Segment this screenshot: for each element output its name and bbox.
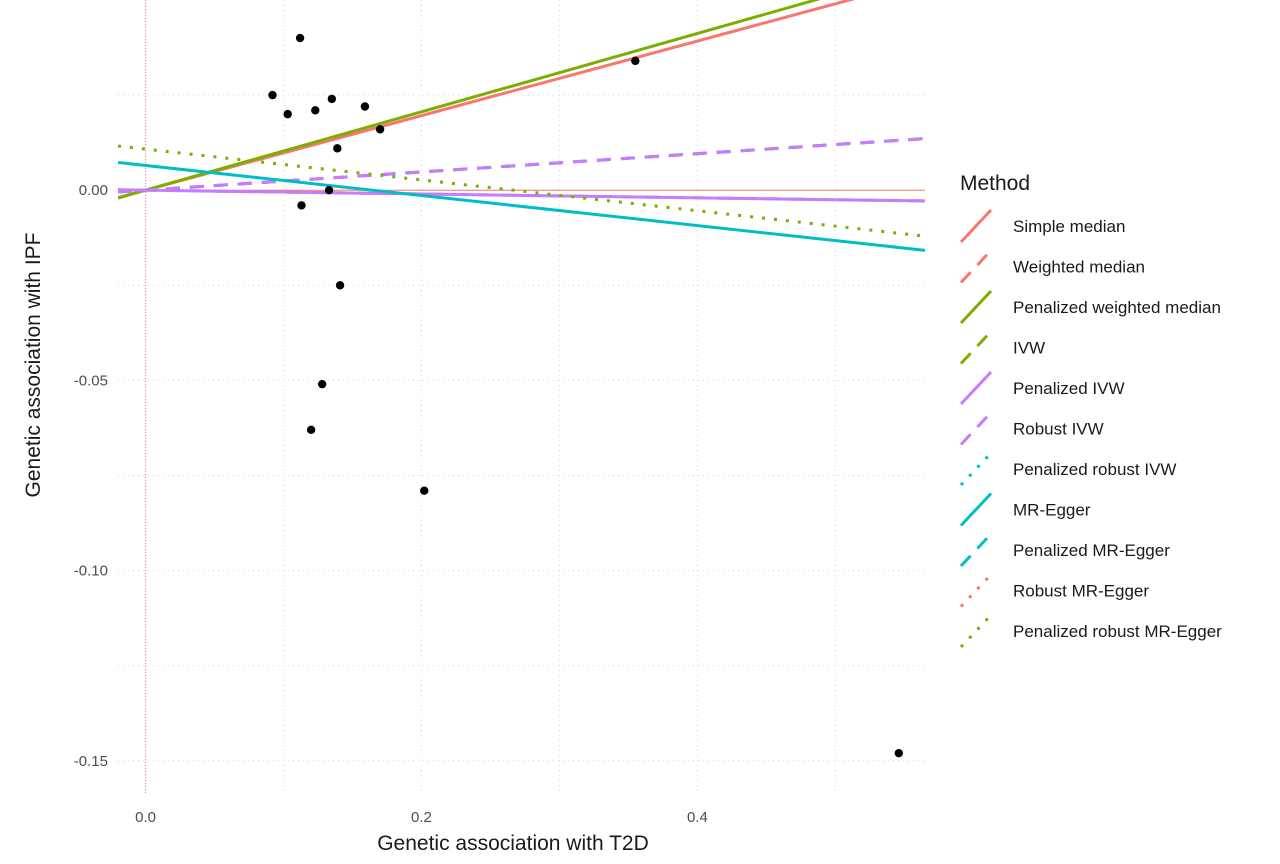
data-point (324, 185, 334, 195)
data-point (631, 56, 640, 66)
data-point (327, 94, 337, 104)
legend-label: Weighted median (1013, 258, 1145, 277)
legend-label: MR-Egger (1013, 501, 1091, 520)
legend-label: Penalized MR-Egger (1013, 541, 1170, 560)
method-line-penalized-weighted-median (118, 0, 821, 200)
data-point (420, 486, 429, 495)
legend-key (959, 330, 993, 365)
legend-key (959, 573, 993, 608)
data-point (311, 106, 320, 115)
data-point (295, 33, 305, 43)
legend-key (959, 289, 993, 325)
x-tick-label: 0.4 (687, 809, 708, 826)
plot-panel (118, 0, 925, 795)
data-point (333, 144, 342, 153)
y-tick-label: -0.15 (74, 753, 108, 770)
legend-key (959, 249, 993, 284)
y-tick-label: -0.10 (74, 563, 108, 580)
legend-key (959, 208, 993, 244)
y-tick-label: -0.05 (74, 372, 108, 389)
data-point (306, 425, 316, 435)
data-point (268, 90, 277, 100)
legend-title: Method (960, 172, 1030, 195)
data-point (297, 201, 306, 210)
legend-key (959, 370, 993, 406)
data-points (268, 33, 903, 758)
data-point (335, 281, 345, 290)
method-lines (118, 0, 925, 252)
data-point (317, 379, 327, 389)
legend-key (959, 613, 993, 649)
legend-label: Robust IVW (1013, 420, 1104, 439)
data-point (375, 125, 385, 134)
legend-key (959, 451, 993, 487)
method-line-mr-egger (118, 160, 925, 252)
x-tick-label: 0.2 (411, 809, 432, 826)
legend-label: Robust MR-Egger (1013, 582, 1149, 601)
legend-key (959, 532, 993, 568)
method-line-robust-ivw (118, 137, 925, 194)
y-axis-ticks: 0.00 -0.05 -0.10 -0.15 (74, 182, 108, 770)
method-line-penalized-ivw (118, 188, 925, 203)
legend-label: IVW (1013, 339, 1045, 358)
y-axis-title: Genetic association with IPF (22, 233, 45, 498)
y-tick-label: 0.00 (79, 182, 108, 199)
x-axis-title: Genetic association with T2D (377, 832, 649, 855)
data-point (894, 748, 903, 758)
legend: Method Simple median Weighted median Penal… (959, 172, 1222, 649)
legend-label: Penalized robust MR-Egger (1013, 622, 1222, 641)
legend-label: Penalized robust IVW (1013, 460, 1176, 479)
legend-label: Penalized weighted median (1013, 298, 1221, 317)
legend-label: Simple median (1013, 217, 1125, 236)
legend-key (959, 492, 993, 527)
legend-label: Penalized IVW (1013, 379, 1125, 398)
legend-key (959, 411, 993, 446)
x-tick-label: 0.0 (135, 809, 156, 826)
x-axis-ticks: 0.0 0.2 0.4 (135, 809, 708, 826)
data-point (360, 102, 370, 111)
data-point (283, 109, 292, 119)
